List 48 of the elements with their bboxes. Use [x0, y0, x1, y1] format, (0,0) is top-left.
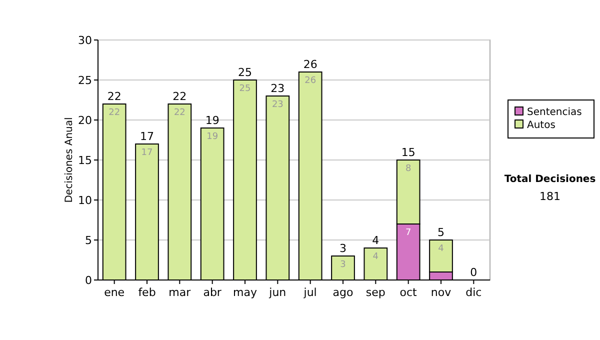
total-label: 0	[470, 266, 478, 279]
data-label: 26	[304, 76, 316, 86]
total-label: 22	[172, 90, 187, 103]
data-label: 7	[405, 228, 412, 238]
data-label: 22	[174, 108, 186, 118]
total-label: 3	[340, 242, 346, 255]
x-tick-label: ene	[104, 286, 125, 299]
x-tick-label: sep	[366, 286, 386, 299]
total-label: 15	[401, 146, 416, 159]
data-label: 22	[108, 108, 120, 118]
y-tick-label: 25	[78, 74, 92, 87]
x-tick-label: jul	[302, 286, 317, 299]
total-label: 25	[238, 66, 252, 79]
x-tick-label: may	[233, 286, 258, 299]
total-label: 26	[303, 58, 318, 71]
total-label: 19	[205, 114, 220, 127]
x-tick-label: mar	[168, 286, 192, 299]
total-label: 23	[270, 82, 285, 95]
data-label: 17	[141, 148, 153, 158]
legend-label: Autos	[527, 120, 556, 131]
data-label: 4	[372, 252, 379, 262]
y-tick-label: 0	[85, 274, 92, 287]
data-label: 23	[272, 100, 284, 110]
total-label: 22	[107, 90, 122, 103]
legend-label: Sentencias	[527, 107, 582, 118]
data-label: 25	[239, 84, 251, 94]
text: 181	[540, 190, 560, 203]
total-label: 4	[372, 234, 380, 247]
x-tick-label: abr	[203, 286, 222, 299]
data-label: 8	[405, 164, 412, 174]
total-label: 5	[438, 226, 444, 239]
y-tick-label: 10	[78, 194, 92, 207]
y-tick-label: 30	[78, 34, 92, 47]
total-label: 17	[140, 130, 154, 143]
text: Total Decisiones	[504, 174, 596, 185]
x-tick-label: ago	[332, 286, 354, 299]
x-tick-label: oct	[400, 286, 418, 299]
data-label: 19	[206, 132, 218, 142]
x-tick-label: nov	[430, 286, 452, 299]
y-tick-label: 5	[85, 234, 92, 247]
data-label: 3	[340, 260, 346, 270]
y-tick-label: 20	[78, 114, 92, 127]
x-tick-label: dic	[466, 286, 482, 299]
x-tick-label: feb	[138, 286, 156, 299]
y-axis-title: Decisiones Anual	[64, 117, 75, 203]
x-tick-label: jun	[268, 286, 286, 299]
y-tick-label: 15	[78, 154, 92, 167]
data-label: 4	[438, 244, 444, 254]
